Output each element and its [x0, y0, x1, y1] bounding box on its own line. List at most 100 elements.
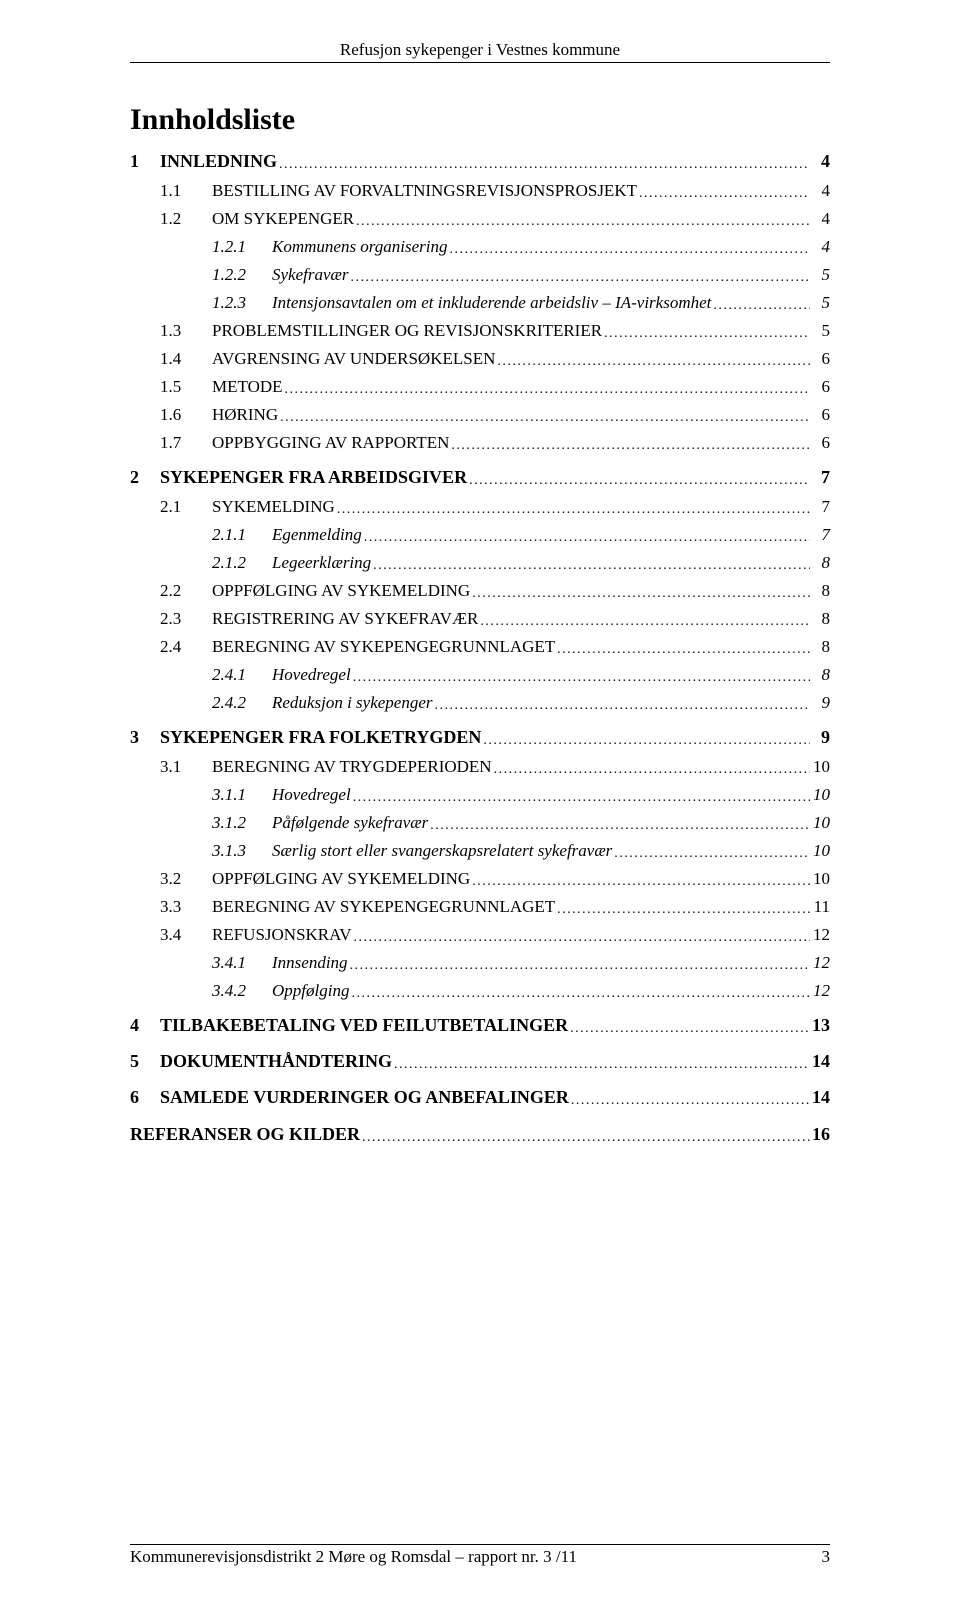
toc-dots	[354, 210, 810, 233]
toc-dots	[277, 153, 810, 176]
toc-number: 5	[130, 1047, 160, 1077]
toc-dots	[278, 406, 810, 429]
toc-dots	[470, 582, 810, 605]
toc-row: 5DOKUMENTHÅNDTERING14	[130, 1047, 830, 1077]
toc-label: Hovedregel	[272, 661, 351, 689]
toc-dots	[449, 434, 810, 457]
toc-row: 2.1SYKEMELDING7	[130, 493, 830, 521]
toc-label: Egenmelding	[272, 521, 362, 549]
toc-dots	[467, 469, 810, 492]
toc-page: 4	[810, 147, 830, 177]
toc-page: 10	[810, 865, 830, 893]
toc-row: 3.1.1Hovedregel10	[130, 781, 830, 809]
toc-number: 3.4	[160, 921, 212, 949]
toc-number: 3.4.1	[212, 949, 272, 977]
toc-number: 3.1	[160, 753, 212, 781]
toc-number: 2.4.2	[212, 689, 272, 717]
toc-dots	[348, 954, 810, 977]
toc-page: 9	[810, 723, 830, 753]
toc-dots	[349, 982, 810, 1005]
toc-number: 3.1.2	[212, 809, 272, 837]
toc-row: 2SYKEPENGER FRA ARBEIDSGIVER7	[130, 463, 830, 493]
footer-text: Kommunerevisjonsdistrikt 2 Møre og Romsd…	[130, 1547, 577, 1567]
toc-dots	[360, 1126, 810, 1149]
toc-label: TILBAKEBETALING VED FEILUTBETALINGER	[160, 1011, 568, 1041]
toc-page: 10	[810, 837, 830, 865]
toc-page: 6	[810, 373, 830, 401]
toc-row: 1.2OM SYKEPENGER4	[130, 205, 830, 233]
toc-row: 4TILBAKEBETALING VED FEILUTBETALINGER13	[130, 1011, 830, 1041]
toc-number: 2.2	[160, 577, 212, 605]
toc-references-row: REFERANSER OG KILDER 16	[130, 1120, 830, 1150]
toc-number: 1	[130, 147, 160, 177]
toc-page: 6	[810, 401, 830, 429]
toc-label: Kommunens organisering	[272, 233, 448, 261]
toc-label: SYKEMELDING	[212, 493, 335, 521]
toc-label: DOKUMENTHÅNDTERING	[160, 1047, 392, 1077]
toc-number: 2.1.2	[212, 549, 272, 577]
toc-page: 12	[810, 921, 830, 949]
toc-page: 12	[810, 949, 830, 977]
toc-number: 3.1.1	[212, 781, 272, 809]
toc-row: 2.3REGISTRERING AV SYKEFRAVÆR8	[130, 605, 830, 633]
toc-page: 10	[810, 809, 830, 837]
toc-number: 2.4	[160, 633, 212, 661]
toc-label: METODE	[212, 373, 283, 401]
toc-dots	[492, 758, 810, 781]
toc-number: 3.4.2	[212, 977, 272, 1005]
toc-label: REGISTRERING AV SYKEFRAVÆR	[212, 605, 478, 633]
toc-dots	[602, 322, 810, 345]
toc-number: 1.1	[160, 177, 212, 205]
toc-label: Innsending	[272, 949, 348, 977]
toc-dots	[555, 638, 810, 661]
toc-page: 5	[810, 317, 830, 345]
toc-number: 2.3	[160, 605, 212, 633]
toc-row: 3.1.3Særlig stort eller svangerskapsrela…	[130, 837, 830, 865]
toc-page: 12	[810, 977, 830, 1005]
toc-number: 1.7	[160, 429, 212, 457]
toc-label: OPPFØLGING AV SYKEMELDING	[212, 865, 470, 893]
toc-number: 2.4.1	[212, 661, 272, 689]
toc-dots	[371, 554, 810, 577]
toc-dots	[392, 1053, 810, 1076]
toc-dots	[569, 1089, 810, 1112]
toc-row: 2.4.1Hovedregel8	[130, 661, 830, 689]
toc-dots	[351, 666, 810, 689]
toc-page: 10	[810, 781, 830, 809]
toc-row: 2.4BEREGNING AV SYKEPENGEGRUNNLAGET8	[130, 633, 830, 661]
toc-page: 7	[810, 493, 830, 521]
toc-dots	[495, 350, 810, 373]
toc-number: 2	[130, 463, 160, 493]
toc-row: 1.4AVGRENSING AV UNDERSØKELSEN6	[130, 345, 830, 373]
toc-row: 3.4REFUSJONSKRAV12	[130, 921, 830, 949]
toc-page: 10	[810, 753, 830, 781]
toc-references-label: REFERANSER OG KILDER	[130, 1120, 360, 1150]
toc-row: 6SAMLEDE VURDERINGER OG ANBEFALINGER14	[130, 1083, 830, 1113]
toc-page: 13	[810, 1011, 830, 1041]
toc-page: 8	[810, 577, 830, 605]
toc-number: 1.5	[160, 373, 212, 401]
footer-row: Kommunerevisjonsdistrikt 2 Møre og Romsd…	[130, 1547, 830, 1567]
toc-page: 6	[810, 429, 830, 457]
toc-dots	[711, 294, 810, 317]
toc-dots	[433, 694, 811, 717]
toc-dots	[335, 498, 810, 521]
toc-label: HØRING	[212, 401, 278, 429]
toc-dots	[351, 786, 810, 809]
toc-page: 5	[810, 261, 830, 289]
toc-row: 1.1BESTILLING AV FORVALTNINGSREVISJONSPR…	[130, 177, 830, 205]
toc-row: 3.1.2Påfølgende sykefravær10	[130, 809, 830, 837]
toc-dots	[428, 814, 810, 837]
page: Refusjon sykepenger i Vestnes kommune In…	[0, 0, 960, 1622]
toc-label: OPPFØLGING AV SYKEMELDING	[212, 577, 470, 605]
toc-row: 3.3BEREGNING AV SYKEPENGEGRUNNLAGET11	[130, 893, 830, 921]
toc-number: 3.1.3	[212, 837, 272, 865]
toc-number: 1.2.1	[212, 233, 272, 261]
toc-row: 3.1BEREGNING AV TRYGDEPERIODEN10	[130, 753, 830, 781]
toc-page: 4	[810, 233, 830, 261]
toc-label: OPPBYGGING AV RAPPORTEN	[212, 429, 449, 457]
toc-page: 11	[810, 893, 830, 921]
toc-row: 2.4.2Reduksjon i sykepenger9	[130, 689, 830, 717]
footer-page-number: 3	[822, 1547, 831, 1567]
toc-page: 9	[810, 689, 830, 717]
